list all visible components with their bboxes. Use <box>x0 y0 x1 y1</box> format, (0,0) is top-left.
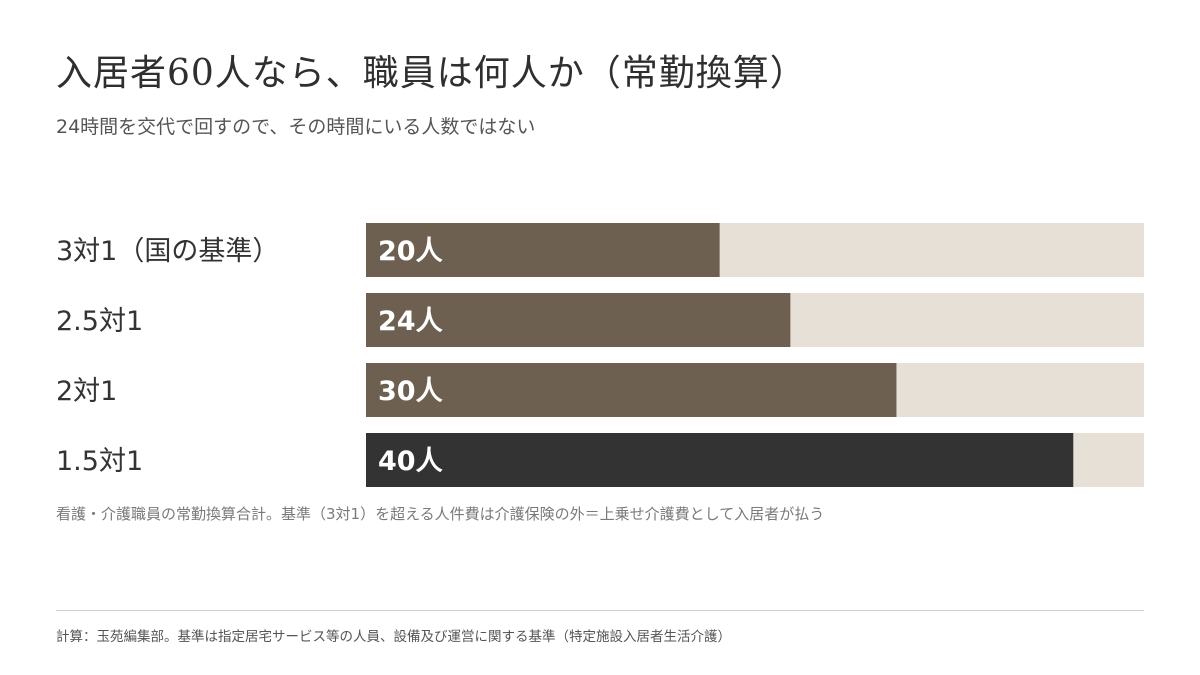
bar-value-label: 30人 <box>378 376 443 407</box>
category-label: 3対1（国の基準） <box>56 236 279 267</box>
footer-divider <box>56 610 1144 611</box>
source-note: 計算：玉苑編集部。基準は指定居宅サービス等の人員、設備及び運営に関する基準（特定… <box>56 629 731 645</box>
chart-subtitle: 24時間を交代で回すので、その時間にいる人数ではない <box>56 116 536 138</box>
bar <box>366 293 791 347</box>
bar-value-label: 20人 <box>378 236 443 267</box>
category-label: 2対1 <box>56 376 117 407</box>
chart-note: 看護・介護職員の常勤換算合計。基準（3対1）を超える人件費は介護保険の外＝上乗せ… <box>56 505 825 523</box>
bar-value-label: 40人 <box>378 446 443 477</box>
bar <box>366 223 720 277</box>
bar <box>366 363 897 417</box>
category-label: 2.5対1 <box>56 306 143 337</box>
category-label: 1.5対1 <box>56 446 143 477</box>
chart-title: 入居者60人なら、職員は何人か（常勤換算） <box>56 53 807 94</box>
bar <box>366 433 1074 487</box>
bar-value-label: 24人 <box>378 306 443 337</box>
